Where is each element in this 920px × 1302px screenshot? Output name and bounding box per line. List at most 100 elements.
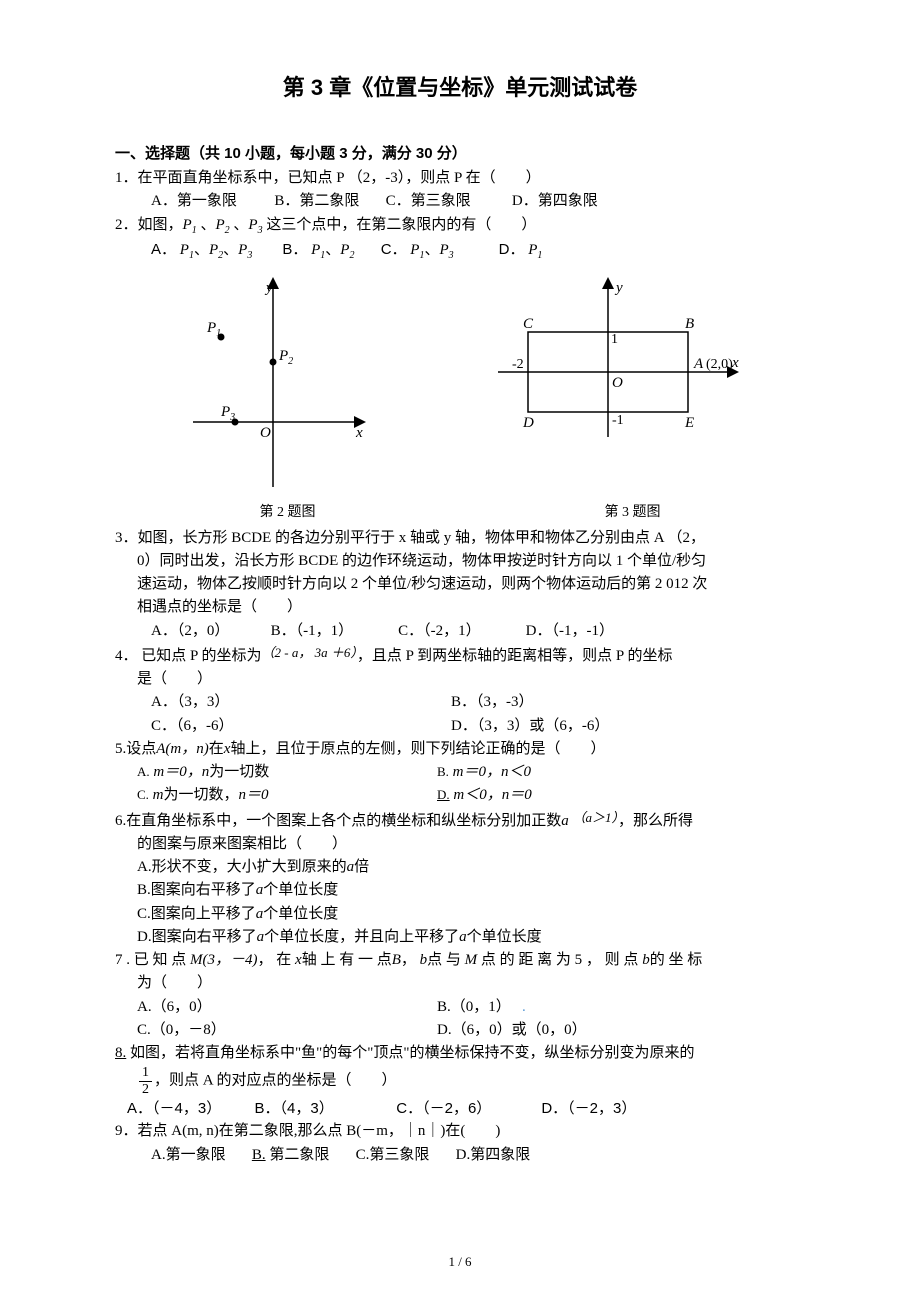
- fig3-B: B: [685, 316, 694, 332]
- q5-b: 在: [209, 741, 224, 757]
- q6-l1a: 6.在直角坐标系中，一个图案上各个点的横坐标和纵坐标分别加正数: [115, 813, 561, 829]
- fig2-x: x: [355, 425, 363, 441]
- q7-l2: 为（ ）: [115, 972, 805, 995]
- q2-b: 、: [200, 217, 215, 233]
- q7-f: 的 坐 标: [650, 952, 703, 968]
- q7-e: 点 的 距 离 为 5 ， 则 点: [481, 952, 639, 968]
- q7-B: B.（0，1） .: [437, 996, 526, 1019]
- q7-x: x: [295, 952, 302, 968]
- q1-C: C．第三象限: [386, 193, 471, 209]
- fig2-y: y: [264, 280, 273, 296]
- figure-row: y x O P1 P2 P3 y x O C B D E: [115, 272, 805, 497]
- q1-stem: 1．在平面直角坐标系中，已知点 P （2，-3），则点 P 在（ ）: [115, 167, 805, 190]
- q2-P3: P3: [248, 217, 262, 233]
- q7-c: 轴 上 有 一 点: [302, 952, 392, 968]
- fig3-neg1: -1: [612, 413, 624, 428]
- fig3-caption: 第 3 题图: [605, 501, 661, 521]
- q5-stem: 5.设点A(m，n)在x轴上，且位于原点的左侧，则下列结论正确的是（ ）: [115, 738, 805, 761]
- q5-B: B. m＝0，n＜0: [437, 761, 531, 784]
- q6-B: B.图案向右平移了a个单位长度: [115, 879, 805, 902]
- q8-A: A．（－4，3）: [127, 1100, 221, 1117]
- q7-b: ， 在: [258, 952, 292, 968]
- fig3-C: C: [523, 316, 534, 332]
- frac-num: 1: [139, 1065, 152, 1081]
- fig2-P2: P2: [278, 348, 293, 367]
- q3-C: C．（-2，1）: [398, 623, 481, 639]
- q3-options: A．（2，0） B．（-1，1） C．（-2，1） D．（-1，-1）: [115, 620, 805, 643]
- fig3-one: 1: [611, 332, 618, 347]
- q4-b: ，且点 P 到两坐标轴的距离相等，则点 P 的坐标: [357, 648, 673, 664]
- q5-r2: C. m为一切数，n＝0 D. m＜0，n＝0: [115, 784, 805, 807]
- q6-l1: 6.在直角坐标系中，一个图案上各个点的横坐标和纵坐标分别加正数a （a＞1），那…: [115, 808, 805, 833]
- q6-l1b: ，那么所得: [618, 813, 693, 829]
- q5-c: 轴上，且位于原点的左侧，则下列结论正确的是（ ）: [230, 741, 605, 757]
- q2-P2: P2: [215, 217, 229, 233]
- q3-D: D．（-1，-1）: [526, 623, 614, 639]
- q6-C: C.图案向上平移了a个单位长度: [115, 903, 805, 926]
- q5-D: D. m＜0，n＝0: [437, 784, 532, 807]
- q8-C: C．（－2，6）: [396, 1100, 491, 1117]
- q6-A: A.形状不变，大小扩大到原来的a倍: [115, 856, 805, 879]
- fig3-O: O: [612, 375, 623, 391]
- q9-options: A.第一象限 B. 第二象限 C.第三象限 D.第四象限: [115, 1144, 805, 1167]
- q8-options: A．（－4，3） B．（4，3） C．（－2，6） D．（－2，3）: [115, 1097, 805, 1120]
- q4-C: C．（6，-6）: [151, 715, 451, 738]
- q5-a: 5.设点: [115, 741, 156, 757]
- q8-B: B．（4，3）: [255, 1100, 334, 1117]
- q9-C: C.第三象限: [356, 1147, 430, 1163]
- q4-l2: 是（ ）: [115, 668, 805, 691]
- q7-l1: 7 . 已 知 点 M(3，－4)， 在 x轴 上 有 一 点B， b点 与 M…: [115, 949, 805, 972]
- q8-underline: 8.: [115, 1045, 126, 1061]
- q2-P1: P1: [183, 217, 197, 233]
- fig2-P3: P3: [220, 404, 235, 423]
- q2-options: A． P1、P2、P3 B． P1、P2 C． P1、P3 D． P1: [115, 238, 805, 264]
- fig3-A: A: [693, 356, 704, 372]
- q6-paren: （a＞1）: [573, 810, 619, 825]
- q7-D: D.（6，0）或（0，0）: [437, 1019, 587, 1042]
- q7-r1: A.（6，0） B.（0，1） .: [115, 996, 805, 1019]
- q5-A: A. m＝0，n为一切数: [137, 761, 437, 784]
- q6-l2: 的图案与原来图案相比（ ）: [115, 833, 805, 856]
- q7-a: 7 . 已 知 点: [115, 952, 186, 968]
- q2-d: 这三个点中，在第二象限内的有（ ）: [266, 217, 536, 233]
- q5-Amn: A(m，n): [156, 741, 209, 757]
- q1-D: D．第四象限: [512, 193, 598, 209]
- fig2-caption: 第 2 题图: [260, 501, 316, 521]
- fig3-neg2: -2: [512, 357, 524, 372]
- q5-r1: A. m＝0，n为一切数 B. m＝0，n＜0: [115, 761, 805, 784]
- q3-l2: 0）同时出发，沿长方形 BCDE 的边作环绕运动，物体甲按逆时针方向以 1 个单…: [115, 550, 805, 573]
- q1-options: A．第一象限 B．第二象限 C．第三象限 D．第四象限: [115, 190, 805, 213]
- q6-a: a: [561, 813, 569, 829]
- q3-l1: 3．如图，长方形 BCDE 的各边分别平行于 x 轴或 y 轴，物体甲和物体乙分…: [115, 527, 805, 550]
- q4-l1: 4． 已知点 P 的坐标为（2 - a， 3a ＋6），且点 P 到两坐标轴的距…: [115, 643, 805, 668]
- fig3-D: D: [522, 415, 534, 431]
- q9-B: 第二象限: [266, 1147, 330, 1163]
- q2-D-label: D．: [499, 241, 525, 258]
- fig3-y: y: [614, 280, 623, 296]
- q1-B: B．第二象限: [274, 193, 359, 209]
- q4-a: 4． 已知点 P 的坐标为: [115, 648, 262, 664]
- fig3-E: E: [684, 415, 694, 431]
- fig2-svg: y x O P1 P2 P3: [173, 272, 373, 497]
- fig2-O: O: [260, 425, 271, 441]
- q5-C: C. m为一切数，n＝0: [137, 784, 437, 807]
- fig3-Acoord: (2,0): [706, 357, 733, 372]
- q4-A: A．（3，3）: [151, 691, 451, 714]
- q3-B: B．（-1，1）: [271, 623, 354, 639]
- q3-A: A．（2，0）: [151, 623, 229, 639]
- fig3-svg: y x O C B D E A (2,0) 1 -2 -1: [488, 272, 748, 442]
- q8-l2-text: ，则点 A 的对应点的坐标是（ ）: [154, 1073, 397, 1089]
- q7-B1: B: [392, 952, 401, 968]
- q7-C: C.（0，－8）: [137, 1019, 437, 1042]
- q7-comma: ，: [401, 952, 420, 968]
- q4-opts-r1: A．（3，3） B．（3，-3）: [115, 691, 805, 714]
- page-footer: 1 / 6: [0, 1254, 920, 1270]
- q2-c: 、: [233, 217, 248, 233]
- q2-a: 2．如图，: [115, 217, 183, 233]
- q1-stem-text: 1．在平面直角坐标系中，已知点 P （2，-3），则点 P 在（ ）: [115, 170, 541, 186]
- q2-C-label: C．: [381, 241, 407, 258]
- page-title: 第 3 章《位置与坐标》单元测试试卷: [115, 70, 805, 102]
- frac-den: 2: [139, 1082, 152, 1097]
- q4-opts-r2: C．（6，-6） D．（3，3）或（6，-6）: [115, 715, 805, 738]
- q7-A: A.（6，0）: [137, 996, 437, 1019]
